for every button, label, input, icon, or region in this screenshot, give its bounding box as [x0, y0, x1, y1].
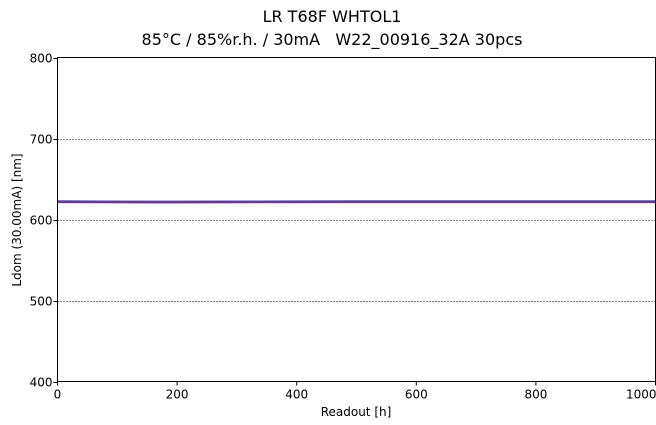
- plot-area: [57, 57, 656, 382]
- grid-lines: [57, 139, 656, 302]
- x-tick-label: 800: [524, 388, 547, 402]
- y-tick-label: 500: [30, 295, 53, 309]
- x-tick-label: 600: [405, 388, 428, 402]
- x-tick-label: 0: [54, 388, 62, 402]
- y-tick-label: 700: [30, 133, 53, 147]
- x-tick-label: 400: [285, 388, 308, 402]
- x-tick-label: 200: [166, 388, 189, 402]
- y-tick-label: 600: [30, 214, 53, 228]
- y-tick-label: 400: [30, 376, 53, 390]
- chart-title: LR T68F WHTOL1: [263, 7, 402, 26]
- x-axis-label: Readout [h]: [321, 405, 392, 419]
- chart-subtitle: 85°C / 85%r.h. / 30mA W22_00916_32A 30pc…: [142, 30, 523, 50]
- y-tick-label: 800: [30, 52, 53, 66]
- y-axis-label: Ldom (30.00mA) [nm]: [10, 153, 24, 286]
- y-axis-ticks: 400 500 600 700 800: [30, 52, 58, 390]
- x-axis-ticks: 0 200 400 600 800 1000: [54, 381, 656, 402]
- x-tick-label: 1000: [626, 388, 656, 402]
- series-lines: [57, 200, 656, 204]
